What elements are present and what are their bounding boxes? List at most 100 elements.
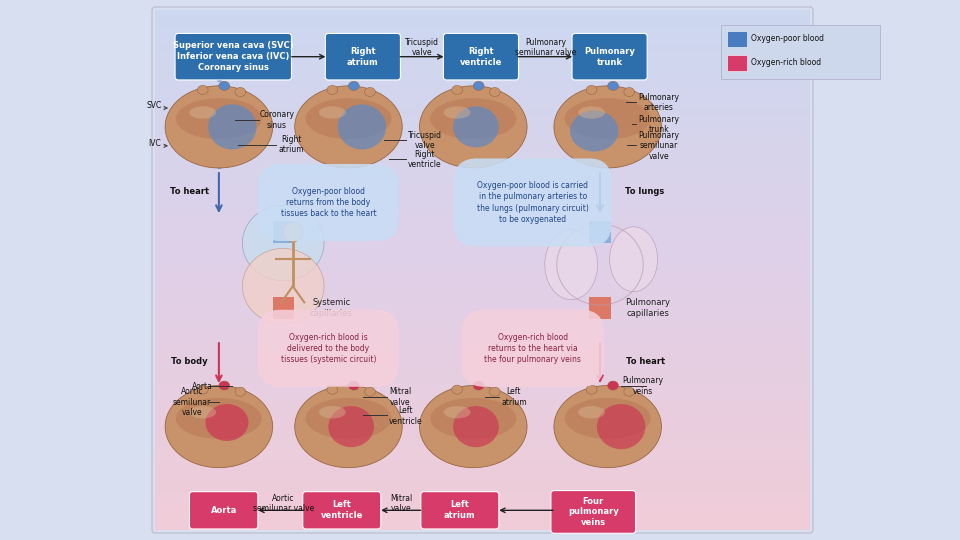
Text: Right
ventricle: Right ventricle [460, 47, 502, 66]
Ellipse shape [348, 381, 359, 390]
Ellipse shape [453, 406, 499, 447]
Ellipse shape [490, 87, 500, 97]
Ellipse shape [295, 386, 402, 468]
Ellipse shape [610, 227, 658, 292]
Ellipse shape [327, 85, 338, 94]
Ellipse shape [365, 87, 375, 97]
Text: Right
ventricle: Right ventricle [408, 150, 442, 169]
Ellipse shape [305, 98, 392, 139]
Ellipse shape [420, 86, 527, 168]
Text: Oxygen-rich blood
returns to the heart via
the four pulmonary veins: Oxygen-rich blood returns to the heart v… [485, 333, 581, 364]
Ellipse shape [176, 398, 262, 439]
Text: Right
atrium: Right atrium [278, 135, 304, 154]
FancyBboxPatch shape [572, 33, 647, 80]
Ellipse shape [578, 106, 605, 119]
Ellipse shape [305, 398, 392, 439]
Ellipse shape [295, 86, 402, 168]
Text: Left
atrium: Left atrium [501, 387, 527, 407]
Ellipse shape [453, 106, 499, 147]
Text: Aortic
semilunar
valve: Aortic semilunar valve [173, 387, 211, 417]
Text: Pulmonary
semilunar
valve: Pulmonary semilunar valve [638, 131, 680, 161]
Ellipse shape [452, 85, 463, 94]
Ellipse shape [587, 385, 597, 394]
Text: Oxygen-poor blood: Oxygen-poor blood [751, 34, 824, 43]
Ellipse shape [473, 381, 484, 390]
Text: Oxygen-poor blood is carried
in the pulmonary arteries to
the lungs (pulmonary c: Oxygen-poor blood is carried in the pulm… [477, 181, 588, 224]
Ellipse shape [444, 106, 470, 119]
Ellipse shape [242, 248, 324, 324]
Text: Left
atrium: Left atrium [444, 501, 475, 520]
Ellipse shape [624, 387, 635, 396]
Text: Coronary
sinus: Coronary sinus [259, 110, 294, 130]
FancyBboxPatch shape [727, 31, 747, 46]
Text: Pulmonary
trunk: Pulmonary trunk [638, 114, 680, 134]
Ellipse shape [242, 205, 324, 281]
Ellipse shape [608, 82, 618, 90]
Ellipse shape [564, 398, 651, 439]
Ellipse shape [430, 98, 516, 139]
Text: Aorta: Aorta [210, 506, 237, 515]
FancyBboxPatch shape [175, 33, 292, 80]
Text: SVC: SVC [146, 101, 161, 110]
Ellipse shape [420, 386, 527, 468]
Text: Aortic
semilunar valve: Aortic semilunar valve [252, 494, 314, 513]
Ellipse shape [189, 406, 216, 418]
Ellipse shape [219, 82, 229, 90]
Ellipse shape [570, 111, 618, 152]
Text: Four
pulmonary
veins: Four pulmonary veins [568, 497, 618, 527]
Text: Oxygen-rich blood is
delivered to the body
tissues (systemic circuit): Oxygen-rich blood is delivered to the bo… [280, 333, 376, 364]
Ellipse shape [235, 87, 246, 97]
Text: Pulmonary
semilunar valve: Pulmonary semilunar valve [515, 38, 576, 57]
FancyBboxPatch shape [420, 491, 499, 529]
FancyArrow shape [589, 297, 611, 319]
Text: Pulmonary
arteries: Pulmonary arteries [638, 93, 680, 112]
FancyBboxPatch shape [551, 490, 636, 534]
Text: Pulmonary
veins: Pulmonary veins [622, 376, 663, 396]
Ellipse shape [235, 387, 246, 396]
FancyBboxPatch shape [727, 55, 747, 71]
Ellipse shape [319, 406, 346, 418]
Text: Systemic
capillaries: Systemic capillaries [310, 298, 352, 318]
Ellipse shape [564, 98, 651, 139]
Text: To heart: To heart [170, 187, 208, 196]
FancyArrow shape [273, 221, 294, 243]
Ellipse shape [319, 106, 346, 119]
Text: Tricuspid
valve: Tricuspid valve [408, 131, 442, 150]
FancyBboxPatch shape [444, 33, 518, 80]
Ellipse shape [165, 86, 273, 168]
Text: Left
ventricle: Left ventricle [389, 406, 422, 426]
Ellipse shape [554, 86, 661, 168]
Ellipse shape [176, 98, 262, 139]
Circle shape [283, 222, 302, 242]
FancyBboxPatch shape [721, 25, 879, 79]
Ellipse shape [219, 381, 229, 390]
Ellipse shape [208, 104, 256, 150]
Ellipse shape [597, 404, 645, 449]
Text: Pulmonary
capillaries: Pulmonary capillaries [626, 298, 670, 318]
Ellipse shape [578, 406, 605, 418]
Text: To heart: To heart [626, 357, 664, 366]
Text: Mitral
valve: Mitral valve [390, 494, 413, 513]
FancyArrow shape [589, 221, 611, 243]
FancyBboxPatch shape [325, 33, 400, 80]
Ellipse shape [545, 230, 597, 300]
Ellipse shape [624, 87, 635, 97]
Ellipse shape [348, 82, 359, 90]
Ellipse shape [327, 385, 338, 394]
Text: To lungs: To lungs [626, 187, 664, 196]
Ellipse shape [198, 85, 208, 94]
Text: Pulmonary
trunk: Pulmonary trunk [585, 47, 635, 66]
Text: Left
ventricle: Left ventricle [321, 501, 363, 520]
Text: To body: To body [171, 357, 207, 366]
Ellipse shape [490, 387, 500, 396]
Text: Tricuspid
valve: Tricuspid valve [405, 38, 440, 57]
Ellipse shape [452, 385, 463, 394]
FancyBboxPatch shape [189, 491, 258, 529]
Text: Superior vena cava (SVC)
Inferior vena cava (IVC)
Coronary sinus: Superior vena cava (SVC) Inferior vena c… [173, 42, 294, 72]
Ellipse shape [365, 387, 375, 396]
Ellipse shape [198, 385, 208, 394]
Ellipse shape [205, 404, 249, 441]
Ellipse shape [608, 381, 618, 390]
Text: Mitral
valve: Mitral valve [389, 387, 411, 407]
Ellipse shape [430, 398, 516, 439]
